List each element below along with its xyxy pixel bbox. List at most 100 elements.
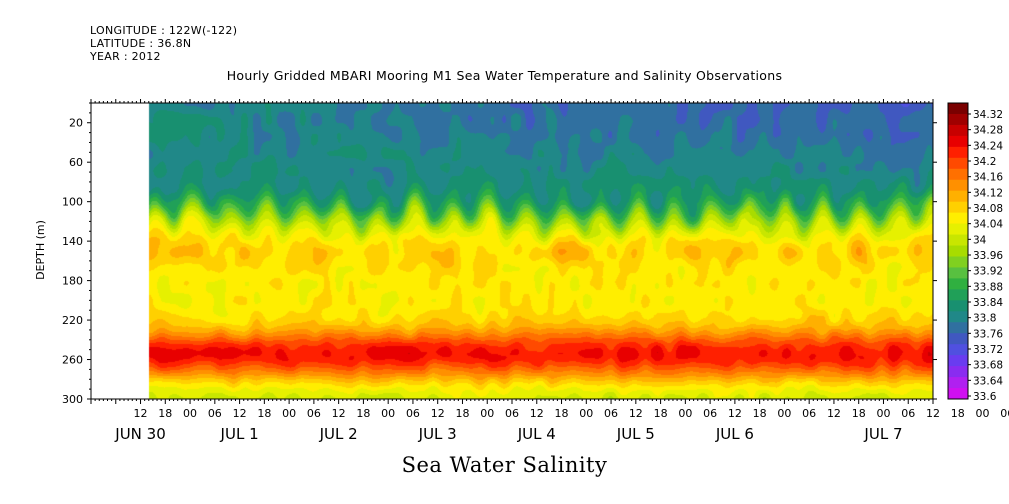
colorbar-label: 33.76 [973,328,1003,340]
colorbar-swatch [948,201,968,214]
x-hour-label: 06 [505,407,519,420]
colorbar-swatch [948,355,968,367]
x-hour-label: 00 [579,407,593,420]
x-hour-label: 06 [406,407,420,420]
x-day-label: JUL 2 [319,425,358,443]
x-day-label: JUN 30 [114,425,165,443]
x-hour-label: 12 [728,407,742,420]
x-hour-label: 00 [876,407,890,420]
y-tick-label: 300 [62,393,83,406]
colorbar-swatch [948,333,968,345]
colorbar-label: 33.72 [973,344,1003,356]
x-day-label: JUL 5 [616,425,655,443]
x-hour-label: 00 [678,407,692,420]
colorbar-swatch [948,245,968,257]
x-hour-label: 06 [1000,407,1009,420]
colorbar-swatch [948,190,968,203]
y-tick-label: 60 [69,156,83,169]
colorbar-label: 34.12 [973,187,1003,199]
colorbar: 34.32 34.28 34.24 34.2 34.16 34.12 34.08 34.04 3… [947,102,1003,403]
x-day-label: JUL 6 [715,425,754,443]
x-day-label: JUL 3 [418,425,457,443]
colorbar-swatch [948,311,968,323]
x-hour-label: 06 [208,407,222,420]
colorbar-swatch [948,256,968,268]
x-hour-label: 18 [158,407,172,420]
x-day-label: JUL 1 [220,425,259,443]
y-tick-label: 180 [62,275,83,288]
colorbar-label: 33.92 [973,266,1003,278]
colorbar-swatch [948,300,968,312]
x-hour-label: 00 [183,407,197,420]
x-hour-label: 12 [926,407,940,420]
colorbar-label: 33.68 [973,360,1003,372]
x-hour-label: 18 [654,407,668,420]
x-hour-label: 18 [555,407,569,420]
colorbar-swatch [948,223,968,236]
colorbar-swatch [948,179,968,192]
colorbar-label: 34.32 [973,109,1003,121]
x-hour-label: 06 [307,407,321,420]
y-tick-label: 100 [62,196,83,209]
colorbar-label: 34.08 [973,203,1003,215]
colorbar-swatch [948,124,968,137]
salinity-heatmap [91,103,933,399]
x-hour-label: 00 [282,407,296,420]
plot-frame [90,102,934,400]
colorbar-swatch [948,322,968,334]
colorbar-swatch [948,344,968,356]
year-label: YEAR : 2012 [90,50,161,63]
y-tick-label: 260 [62,354,83,367]
colorbar-label: 33.88 [973,281,1003,293]
longitude-label: LONGITUDE : 122W(-122) [90,24,238,37]
y-tick-label: 20 [69,117,83,130]
x-hour-label: 18 [951,407,965,420]
colorbar-swatch [948,168,968,181]
x-hour-label: 00 [976,407,990,420]
x-hour-label: 18 [455,407,469,420]
x-hour-label: 18 [753,407,767,420]
colorbar-swatch [948,377,968,389]
colorbar-swatch [948,278,968,290]
colorbar-label: 34.28 [973,125,1003,137]
colorbar-label: 34.24 [973,140,1003,152]
colorbar-swatch [948,267,968,279]
x-hour-label: 12 [629,407,643,420]
colorbar-label: 34.16 [973,172,1003,184]
colorbar-swatch [948,103,968,115]
x-day-label: JUL 4 [517,425,556,443]
colorbar-label: 34 [973,234,987,246]
x-hour-label: 00 [480,407,494,420]
x-hour-label: 18 [356,407,370,420]
x-hour-label: 00 [777,407,791,420]
x-hour-label: 12 [431,407,445,420]
axes: 20 60 100 140 180 220 260 300 12 18 00 06 12 18 00 06 12… [62,99,1009,443]
latitude-label: LATITUDE : 36.8N [90,37,192,50]
colorbar-swatch [948,289,968,301]
colorbar-frame [947,102,969,400]
chart-title: Hourly Gridded MBARI Mooring M1 Sea Wate… [226,68,783,83]
x-hour-label: 06 [802,407,816,420]
colorbar-label: 33.8 [973,313,996,325]
y-axis-label: DEPTH (m) [34,220,47,280]
colorbar-swatch [948,157,968,170]
x-hour-label: 12 [827,407,841,420]
y-tick-label: 220 [62,314,83,327]
colorbar-label: 34.04 [973,219,1003,231]
x-day-label: JUL 7 [863,425,902,443]
x-hour-label: 00 [381,407,395,420]
colorbar-label: 33.96 [973,250,1003,262]
x-hour-label: 12 [233,407,247,420]
colorbar-swatch [948,146,968,159]
colorbar-swatch [948,388,968,400]
x-hour-label: 12 [134,407,148,420]
x-hour-label: 06 [703,407,717,420]
colorbar-swatch [948,234,968,247]
x-hour-label: 18 [257,407,271,420]
colorbar-swatch [948,212,968,225]
x-hour-label: 06 [901,407,915,420]
x-hour-label: 12 [332,407,346,420]
x-hour-label: 12 [530,407,544,420]
colorbar-label: 33.64 [973,375,1003,387]
